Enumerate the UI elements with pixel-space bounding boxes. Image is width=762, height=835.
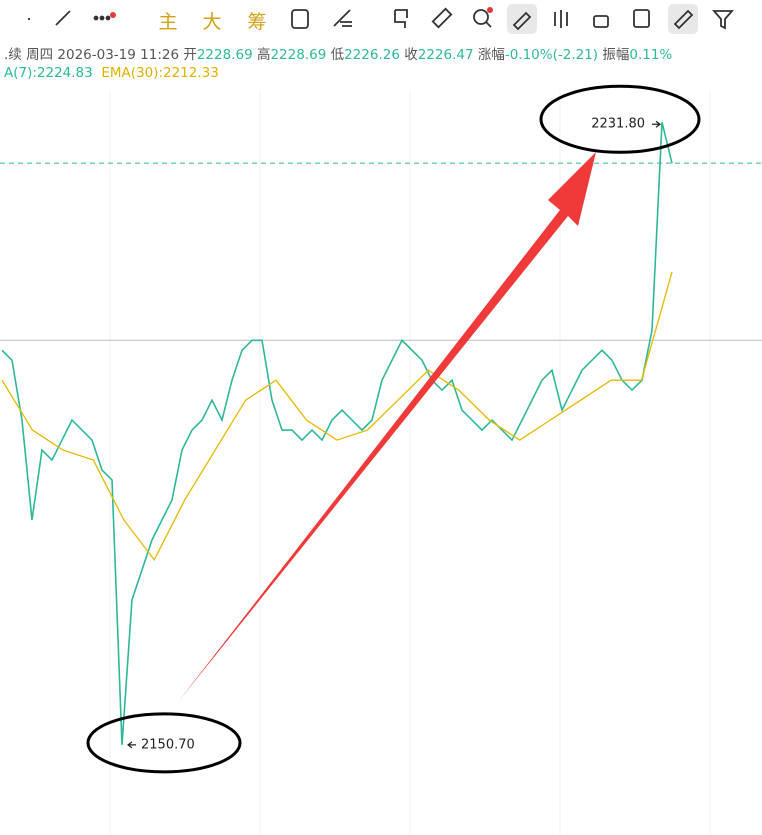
tool-more[interactable] <box>93 12 117 21</box>
tool-ruler[interactable] <box>431 7 453 29</box>
label-arrow <box>127 741 136 749</box>
label: 开 <box>183 47 197 63</box>
label: 振幅 <box>602 47 630 63</box>
tool-line[interactable] <box>55 10 71 26</box>
quote-bar: .续 周四 2026-03-19 11:26 开2228.69 高2228.69… <box>4 43 672 63</box>
ema-label: EMA(30):2212.33 <box>101 65 219 81</box>
indicator-bar: A(7):2224.83 EMA(30):2212.33 <box>4 65 219 81</box>
highlight-ellipse <box>539 84 701 154</box>
trend-arrow <box>178 152 596 702</box>
value: 2226.26 <box>344 47 400 63</box>
label: 低 <box>330 47 345 63</box>
label: 收 <box>404 47 418 63</box>
toolbar: 主 大 筹 <box>28 4 734 34</box>
tool-main[interactable]: 主 <box>158 11 177 33</box>
datetime: 2026-03-19 11:26 <box>57 47 180 63</box>
tool-note[interactable] <box>633 9 650 28</box>
tool-chips[interactable]: 筹 <box>247 11 266 33</box>
ma-label: A(7):2224.83 <box>4 65 93 81</box>
price-label: 2150.70 <box>141 737 195 752</box>
value: 2226.47 <box>417 47 474 63</box>
price-line <box>1 122 673 745</box>
value: -0.10%(-2.21) <box>504 47 599 63</box>
weekday: 周四 <box>26 47 54 63</box>
tool-candles[interactable] <box>554 10 568 28</box>
value: 2228.69 <box>270 47 327 63</box>
label-arrow <box>652 120 661 128</box>
tool-lock[interactable] <box>593 15 609 28</box>
label: 涨幅 <box>477 47 505 63</box>
tool-draw[interactable] <box>333 9 352 27</box>
symbol: .续 <box>4 47 22 63</box>
value: 2228.69 <box>196 47 253 63</box>
tool-filter[interactable] <box>712 10 734 30</box>
tool-magnet[interactable] <box>673 9 694 30</box>
tool-replay[interactable] <box>291 9 309 29</box>
highlight-ellipse <box>86 712 242 774</box>
tool-mark[interactable] <box>394 9 408 28</box>
tool-big[interactable]: 大 <box>202 11 221 33</box>
price-line <box>1 271 673 562</box>
value: 0.11% <box>629 47 673 63</box>
price-label: 2231.80 <box>591 117 645 132</box>
label: 高 <box>256 47 271 63</box>
tool-zoom[interactable] <box>473 7 493 28</box>
tool-pen[interactable] <box>512 11 532 31</box>
